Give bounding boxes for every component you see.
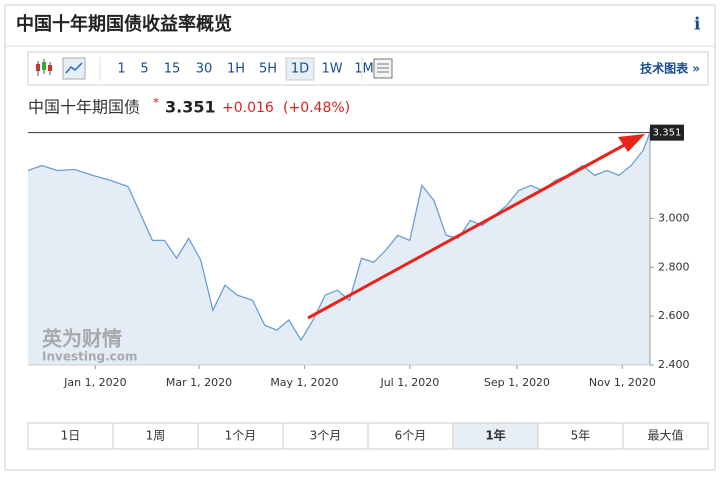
interval-active [285,57,315,81]
watermark-site: Investing.com [42,350,138,364]
range-button[interactable] [537,422,624,450]
candle-icon[interactable] [36,59,52,76]
interval-button[interactable]: 15 [164,62,181,77]
x-tick-label: Jan 1, 2020 [63,376,126,389]
line [27,132,651,342]
range-button[interactable] [112,422,199,450]
range-label[interactable]: 3个月 [310,429,342,443]
toolbar [27,51,709,86]
annotation-arrow [307,134,645,320]
x-tick-label: Mar 1, 2020 [166,376,232,389]
x-tick-label: Nov 1, 2020 [589,376,656,389]
x-tick-label: Sep 1, 2020 [484,376,550,389]
range-label[interactable]: 6个月 [395,429,427,443]
interval-button[interactable]: 1H [227,62,245,77]
y-tick-label: 2.800 [658,260,690,273]
table-icon[interactable] [373,58,393,79]
quote-change-pct: (+0.48%) [283,100,350,116]
quote-price: 3.351 [165,98,216,117]
last-price-box [650,124,684,141]
interval-button[interactable]: 1 [117,62,125,77]
interval-button[interactable]: 1D [291,62,309,77]
info-icon[interactable]: i [694,15,701,35]
range-label[interactable]: 1日 [61,429,81,443]
tech-chart-link[interactable]: 技术图表 » [640,61,700,76]
range-button[interactable] [282,422,369,450]
range-label[interactable]: 最大值 [647,428,683,443]
range-label[interactable]: 1年 [485,428,505,443]
interval-button[interactable]: 30 [196,62,213,77]
watermark-brand: 英为财情 [42,327,122,351]
title: 中国十年期国债收益率概览 [16,13,232,35]
y-tick-label: 2.400 [658,358,690,371]
y-tick-label: 3.000 [658,211,690,224]
quote-name: 中国十年期国债 [28,98,140,117]
range-label[interactable]: 1周 [146,429,166,443]
x-tick-label: Jul 1, 2020 [379,376,439,389]
quote-change: +0.016 [222,100,274,116]
area [28,132,650,365]
y-tick-label: 2.600 [658,309,690,322]
interval-button[interactable]: 5H [259,62,277,77]
star: * [153,96,159,110]
range-button[interactable] [367,422,454,450]
range-label[interactable]: 1个月 [225,429,257,443]
x-tick-label: May 1, 2020 [270,376,338,389]
range-label[interactable]: 5年 [571,429,591,443]
line-icon[interactable] [62,57,86,80]
range-button[interactable] [622,422,709,450]
last-price-label: 3.351 [653,128,682,139]
interval-button[interactable]: 1M [354,62,374,77]
interval-button[interactable]: 5 [140,62,148,77]
interval-button[interactable]: 1W [321,62,342,77]
